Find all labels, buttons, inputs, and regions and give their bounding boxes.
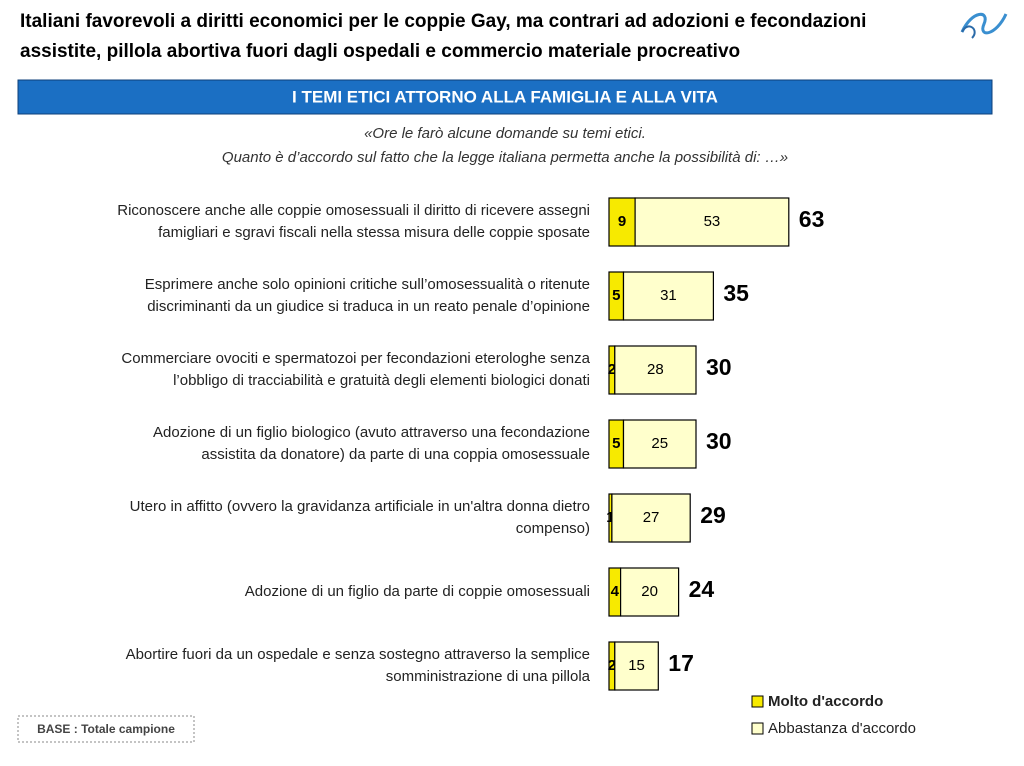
value-label: 2 <box>608 361 616 378</box>
category-label: Riconoscere anche alle coppie omosessual… <box>117 202 590 219</box>
value-label: 15 <box>628 657 645 674</box>
category-label: Adozione di un figlio da parte di coppie… <box>245 583 590 600</box>
chart-title: Italiani favorevoli a diritti economici … <box>20 11 866 32</box>
bar-segment <box>614 345 697 395</box>
value-label: 25 <box>651 435 668 452</box>
subtitle: «Ore le farò alcune domande su temi etic… <box>364 125 646 142</box>
banner <box>17 79 993 115</box>
bar-segment <box>634 197 790 247</box>
category-label: Abortire fuori da un ospedale e senza so… <box>126 646 590 663</box>
value-label: 53 <box>704 213 721 230</box>
bar-segment <box>622 271 715 321</box>
logo <box>960 13 1008 35</box>
category-label: discriminanti da un giudice si traduca i… <box>147 298 590 315</box>
legend-label: Molto d'accordo <box>768 693 883 710</box>
chart-title: assistite, pillola abortiva fuori dagli … <box>20 41 740 62</box>
logo <box>961 25 976 39</box>
bar-segment <box>608 197 636 247</box>
value-label: 4 <box>611 583 620 600</box>
total-label: 29 <box>700 502 726 528</box>
value-label: 5 <box>612 435 620 452</box>
value-label: 9 <box>618 213 626 230</box>
category-label: Adozione di un figlio biologico (avuto a… <box>153 424 590 441</box>
legend-label: Abbastanza d'accordo <box>768 720 916 737</box>
value-label: 20 <box>641 583 658 600</box>
note-box <box>17 715 195 743</box>
bar-segment <box>619 567 680 617</box>
category-label: Utero in affitto (ovvero la gravidanza a… <box>130 498 590 515</box>
note: BASE : Totale campione <box>37 722 175 736</box>
total-label: 30 <box>706 428 732 454</box>
value-label: 31 <box>660 287 677 304</box>
value-label: 28 <box>647 361 664 378</box>
category-label: compenso) <box>516 520 590 537</box>
category-label: l’obbligo di tracciabilità e gratuità de… <box>173 372 590 389</box>
total-label: 35 <box>723 280 749 306</box>
category-label: famigliari e sgravi fiscali nella stessa… <box>158 224 590 241</box>
total-label: 24 <box>689 576 715 602</box>
bar-segment <box>614 641 659 691</box>
total-label: 30 <box>706 354 732 380</box>
value-label: 2 <box>608 657 616 674</box>
value-label: 1 <box>606 509 614 526</box>
total-label: 17 <box>668 650 694 676</box>
legend-swatch <box>751 722 764 735</box>
category-label: Commerciare ovociti e spermatozoi per fe… <box>121 350 590 367</box>
bar-segment <box>611 493 691 543</box>
category-label: Esprimere anche solo opinioni critiche s… <box>145 276 590 293</box>
value-label: 27 <box>643 509 660 526</box>
total-label: 63 <box>799 206 825 232</box>
bar-segment <box>622 419 697 469</box>
category-label: assistita da donatore) da parte di una c… <box>201 446 590 463</box>
banner-text: I TEMI ETICI ATTORNO ALLA FAMIGLIA E ALL… <box>292 87 718 106</box>
subtitle: Quanto è d’accordo sul fatto che la legg… <box>222 149 788 166</box>
category-label: somministrazione di una pillola <box>386 668 591 685</box>
legend-swatch <box>751 695 764 708</box>
value-label: 5 <box>612 287 620 304</box>
